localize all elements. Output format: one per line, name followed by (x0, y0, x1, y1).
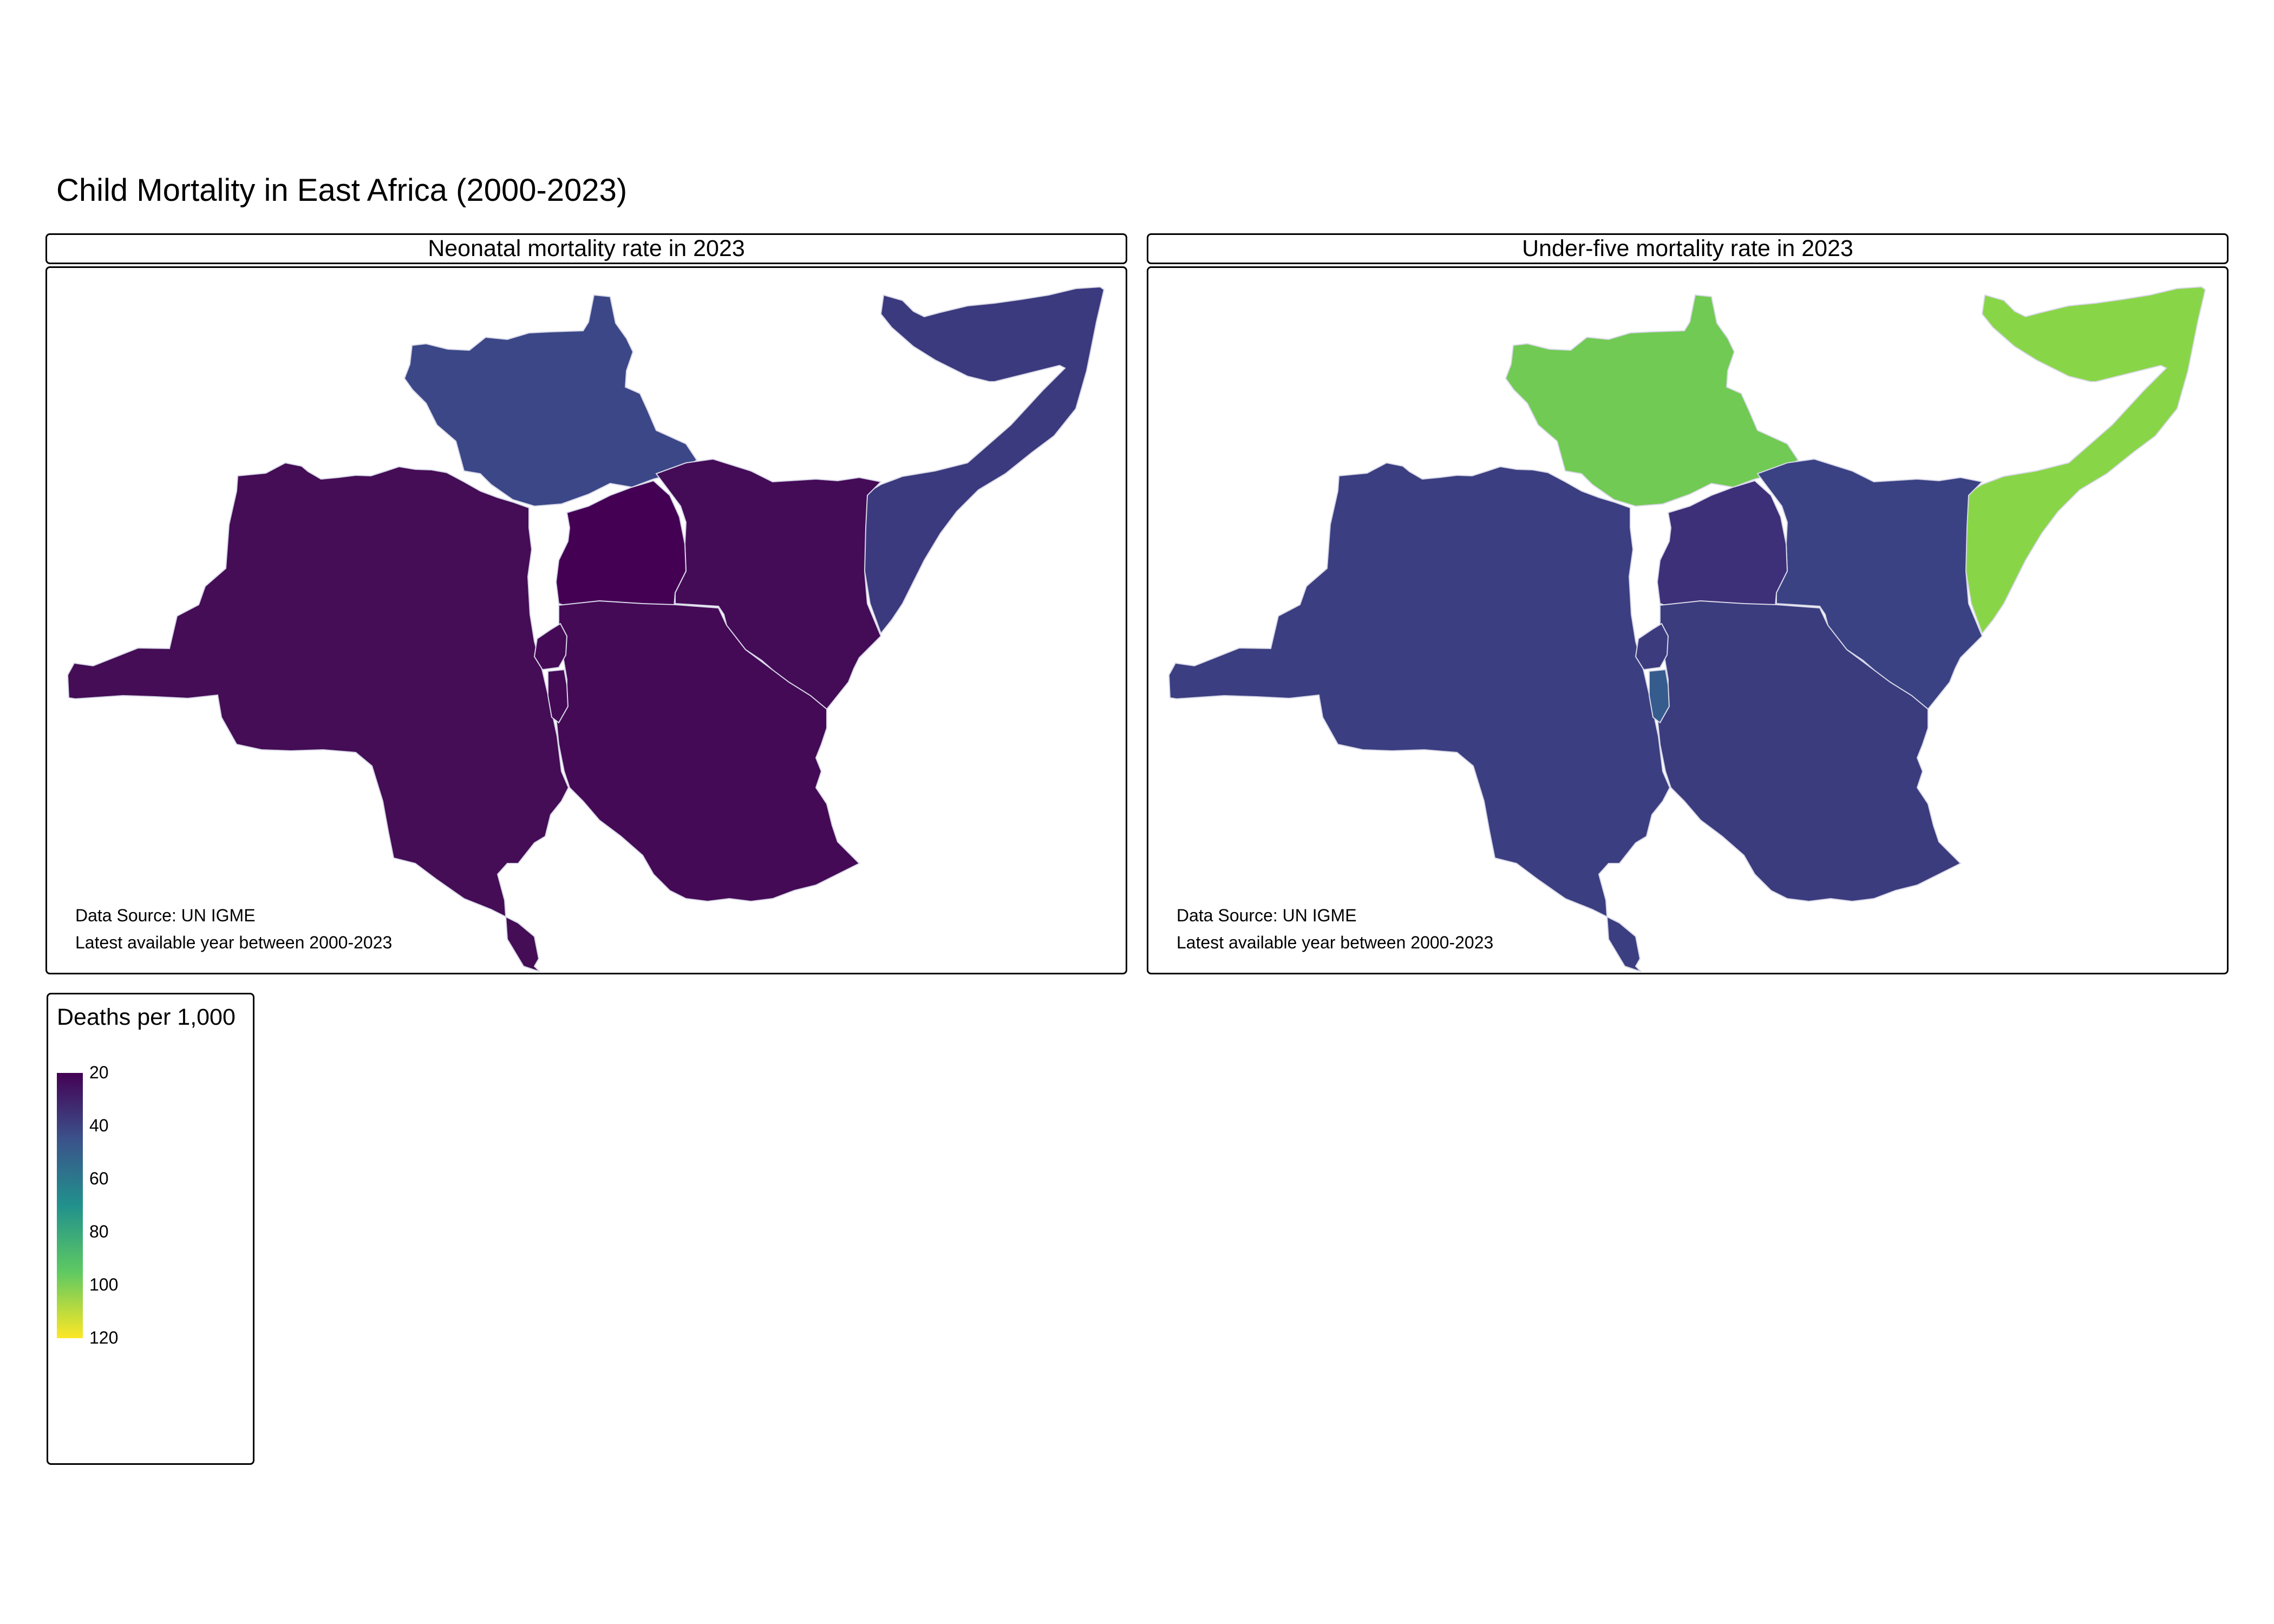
country-uganda (555, 480, 687, 607)
legend-tick (83, 1231, 88, 1233)
legend-tick-label: 20 (89, 1063, 109, 1082)
source-text: Data Source: UN IGME (75, 906, 256, 925)
country-drc (67, 462, 570, 972)
legend-tick (83, 1125, 88, 1127)
legend-tick-label: 40 (89, 1116, 109, 1135)
legend-tick-label: 120 (89, 1328, 119, 1347)
facet-label-under-five: Under-five mortality rate in 2023 (1147, 233, 2229, 264)
legend-tick (83, 1178, 88, 1180)
chart-title: Child Mortality in East Africa (2000-202… (56, 173, 628, 208)
legend-colorbar (57, 1073, 83, 1338)
legend-tick (83, 1337, 88, 1339)
color-legend: Deaths per 1,000 20 40 60 80 100 120 (47, 993, 254, 1465)
legend-title: Deaths per 1,000 (57, 1004, 236, 1030)
map-panel-under-five: Data Source: UN IGME Latest available ye… (1147, 266, 2229, 974)
legend-tick-label: 80 (89, 1222, 109, 1241)
country-uganda (1656, 480, 1788, 607)
map-under-five (1168, 286, 2206, 972)
legend-tick (83, 1284, 88, 1286)
map-panel-neonatal: Data Source: UN IGME Latest available ye… (45, 266, 1127, 974)
legend-tick-label: 60 (89, 1169, 109, 1188)
country-burundi (547, 669, 569, 724)
country-rwanda (1635, 623, 1669, 671)
country-south-sudan (1505, 294, 1799, 507)
country-drc (1168, 462, 1671, 972)
country-south-sudan (403, 294, 698, 507)
country-burundi (1649, 669, 1670, 724)
country-tanzania (1656, 600, 1962, 902)
map-neonatal (67, 286, 1105, 972)
legend-tick (83, 1072, 88, 1073)
country-tanzania (555, 600, 860, 902)
country-somalia (1965, 286, 2206, 635)
note-text: Latest available year between 2000-2023 (1177, 933, 1494, 952)
country-rwanda (533, 623, 568, 671)
country-somalia (864, 286, 1105, 635)
source-text: Data Source: UN IGME (1177, 906, 1357, 925)
legend-tick-label: 100 (89, 1275, 119, 1294)
note-text: Latest available year between 2000-2023 (75, 933, 393, 952)
facet-label-neonatal: Neonatal mortality rate in 2023 (45, 233, 1127, 264)
